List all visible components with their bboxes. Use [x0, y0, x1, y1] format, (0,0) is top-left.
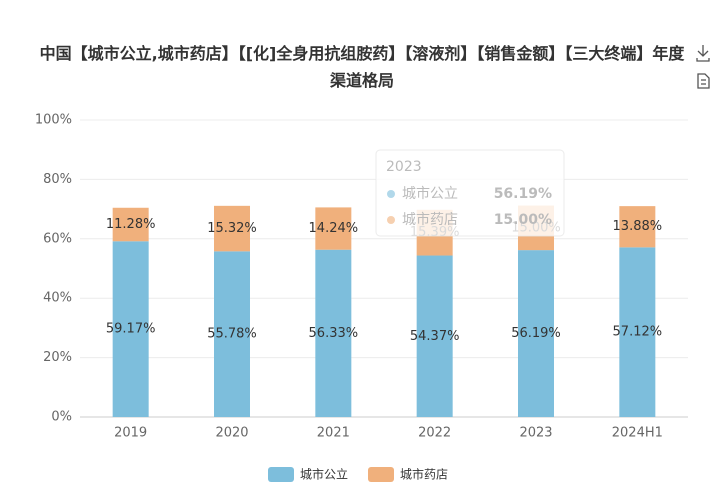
data-label: 13.88% — [613, 219, 663, 234]
legend-label: 城市药店 — [400, 467, 448, 482]
tooltip-series: 城市公立 — [402, 185, 458, 202]
legend-label: 城市公立 — [300, 467, 348, 482]
y-tick-label: 100% — [35, 113, 72, 128]
y-tick-label: 0% — [51, 410, 72, 425]
legend-swatch — [268, 467, 294, 482]
bar-segment — [619, 206, 656, 248]
tooltip: 2023 城市公立 56.19% 城市药店 15.00% — [375, 149, 565, 237]
data-label: 15.32% — [207, 221, 257, 236]
data-label: 57.12% — [613, 325, 663, 340]
x-tick-label: 2024H1 — [612, 426, 663, 441]
y-tick-label: 60% — [43, 231, 72, 246]
data-label: 14.24% — [309, 221, 359, 236]
data-label: 11.28% — [106, 217, 156, 232]
data-label: 59.17% — [106, 322, 156, 337]
data-label: 54.37% — [410, 329, 460, 344]
tooltip-title: 2023 — [386, 159, 422, 175]
y-tick-label: 40% — [43, 291, 72, 306]
data-view-icon[interactable] — [697, 73, 710, 89]
tooltip-series: 城市药店 — [402, 211, 458, 228]
tooltip-dot — [387, 216, 395, 224]
bar-segment — [214, 251, 250, 417]
data-label: 56.19% — [511, 326, 561, 341]
tooltip-value: 15.00% — [494, 212, 552, 228]
bar-segment — [518, 250, 554, 417]
y-tick-label: 20% — [43, 350, 72, 365]
data-label: 56.33% — [309, 326, 359, 341]
tooltip-box — [375, 149, 565, 237]
tooltip-value: 56.19% — [494, 186, 552, 202]
x-tick-label: 2020 — [215, 426, 248, 441]
tooltip-dot — [387, 190, 395, 198]
bar-segment — [112, 241, 149, 417]
legend-swatch — [368, 467, 394, 482]
bar-segment — [315, 207, 352, 250]
bar-segment — [112, 207, 149, 242]
x-tick-label: 2022 — [418, 426, 451, 441]
bar-segment — [214, 205, 250, 252]
bar-segment — [619, 247, 656, 417]
download-icon[interactable] — [696, 45, 710, 62]
y-tick-label: 80% — [43, 172, 72, 187]
data-label: 55.78% — [207, 327, 257, 342]
bar-segment — [416, 255, 453, 417]
x-tick-label: 2023 — [519, 426, 552, 441]
x-tick-label: 2021 — [317, 426, 350, 441]
x-tick-label: 2019 — [114, 426, 147, 441]
chart-title: 中国【城市公立,城市药店】【[化]全身用抗组胺药】【溶液剂】【销售金额】【三大终… — [39, 44, 685, 90]
bar-segment — [315, 249, 352, 417]
